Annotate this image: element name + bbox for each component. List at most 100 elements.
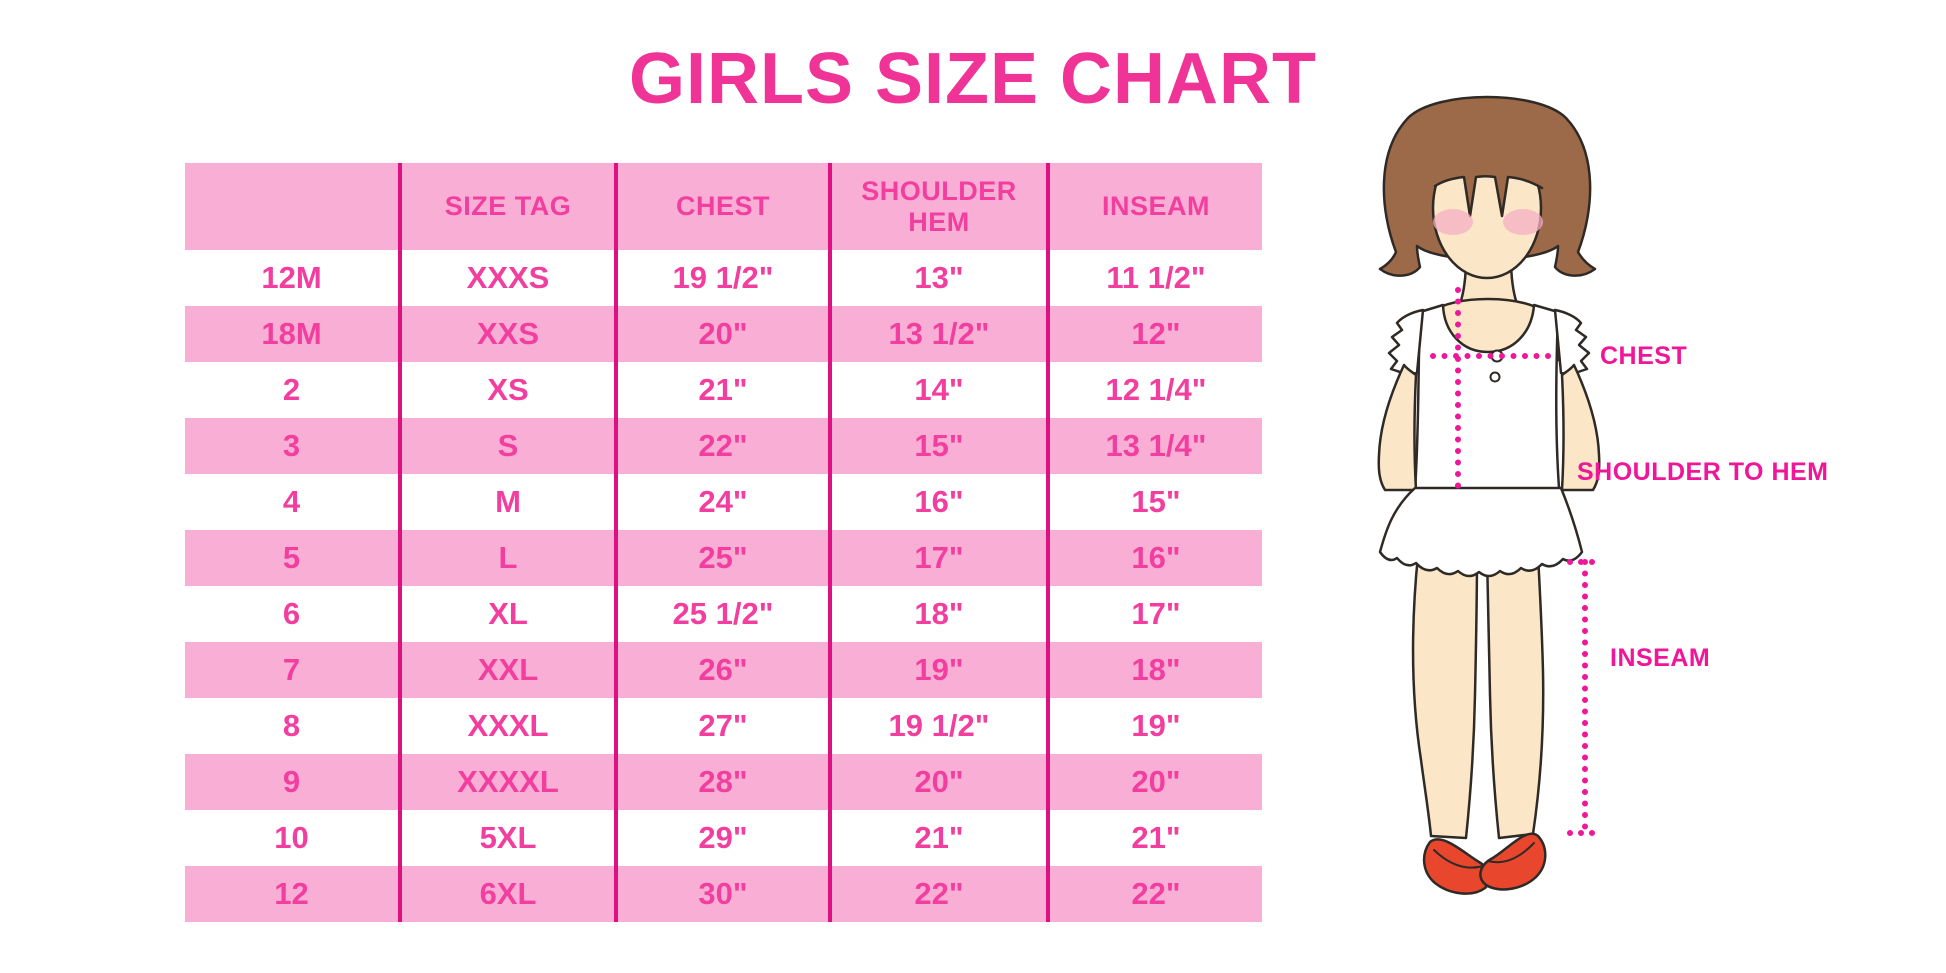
table-row: 2 XS 21" 14" 12 1/4" — [185, 362, 1262, 418]
cell-inseam: 16" — [1046, 530, 1262, 586]
bangs-edge — [1433, 175, 1544, 218]
column-header-chest: CHEST — [614, 163, 830, 250]
bangs — [1435, 122, 1542, 216]
size-table-header: SIZE TAG CHEST SHOULDER HEM INSEAM — [185, 163, 1262, 250]
size-table: SIZE TAG CHEST SHOULDER HEM INSEAM 12M X… — [185, 163, 1262, 922]
cell-shoulder-hem: 20" — [828, 754, 1048, 810]
table-row: 10 5XL 29" 21" 21" — [185, 810, 1262, 866]
table-row: 7 XXL 26" 19" 18" — [185, 642, 1262, 698]
cell-size-tag: XXXS — [398, 250, 616, 306]
cell-chest: 30" — [614, 866, 830, 922]
cell-size: 5 — [185, 530, 400, 586]
cell-chest: 26" — [614, 642, 830, 698]
cell-size-tag: L — [398, 530, 616, 586]
cell-shoulder-hem: 22" — [828, 866, 1048, 922]
cell-size: 6 — [282, 596, 301, 631]
cell-size: 7 — [185, 642, 400, 698]
cell-size-tag: M — [398, 474, 616, 530]
cell-size: 8 — [282, 708, 301, 743]
cell-size: 18M — [185, 306, 400, 362]
cell-shoulder-hem: 13 1/2" — [828, 306, 1048, 362]
table-row: 6 XL 25 1/2" 18" 17" — [185, 586, 1262, 642]
cell-shoulder-hem: 18" — [828, 586, 1048, 642]
cell-size: 4 — [282, 484, 301, 519]
cell-size-tag: XXXL — [398, 698, 616, 754]
table-row: 12 6XL 30" 22" 22" — [185, 866, 1262, 922]
size-table-body: 12M XXXS 19 1/2" 13" 11 1/2" 18M XXS 20"… — [185, 250, 1262, 922]
header-row: SIZE TAG CHEST SHOULDER HEM INSEAM — [185, 163, 1262, 250]
cell-inseam: 21" — [1046, 810, 1262, 866]
blush-left — [1433, 209, 1473, 235]
column-header-shoulder-hem: SHOULDER HEM — [828, 163, 1048, 250]
cell-shoulder-hem: 19 1/2" — [828, 698, 1048, 754]
column-header-blank — [185, 163, 400, 250]
cell-inseam: 20" — [1046, 754, 1262, 810]
cell-shoulder-hem: 14" — [828, 362, 1048, 418]
cell-inseam: 13 1/4" — [1046, 418, 1262, 474]
cell-chest: 21" — [614, 362, 830, 418]
shoe-left — [1422, 838, 1492, 895]
cell-shoulder-hem: 21" — [828, 810, 1048, 866]
cell-size-tag: XXS — [398, 306, 616, 362]
column-header-size-tag: SIZE TAG — [398, 163, 616, 250]
table-row: 8 XXXL 27" 19 1/2" 19" — [185, 698, 1262, 754]
cell-size: 9 — [185, 754, 400, 810]
dress-bodice — [1413, 303, 1561, 492]
ruffle-sleeve-left — [1387, 308, 1425, 375]
cell-size: 10 — [274, 820, 309, 855]
dress-skirt — [1378, 486, 1584, 578]
cell-chest: 20" — [614, 306, 830, 362]
table-row: 3 S 22" 15" 13 1/4" — [185, 418, 1262, 474]
chest-label: CHEST — [1600, 342, 1688, 370]
page-title: GIRLS SIZE CHART — [628, 39, 1317, 119]
cell-size-tag: 5XL — [398, 810, 616, 866]
blush-right — [1503, 209, 1543, 235]
cell-chest: 22" — [614, 418, 830, 474]
table-row: 18M XXS 20" 13 1/2" 12" — [185, 306, 1262, 362]
arm-left — [1377, 363, 1418, 492]
cell-size: 3 — [185, 418, 400, 474]
cell-chest: 19 1/2" — [614, 250, 830, 306]
ruffle-sleeve-right — [1553, 308, 1591, 375]
girl-illustration — [1377, 95, 1601, 895]
cell-size: 12M — [261, 260, 322, 295]
dress-button-bottom — [1489, 371, 1501, 383]
shoe-left-strap — [1433, 849, 1484, 869]
cell-size-tag: XS — [398, 362, 616, 418]
cell-inseam: 15" — [1046, 474, 1262, 530]
cell-chest: 25 1/2" — [614, 586, 830, 642]
shoe-right-strap — [1487, 842, 1535, 864]
table-row: 12M XXXS 19 1/2" 13" 11 1/2" — [185, 250, 1262, 306]
cell-inseam: 12" — [1046, 306, 1262, 362]
cell-shoulder-hem: 17" — [828, 530, 1048, 586]
cell-chest: 27" — [614, 698, 830, 754]
cell-shoulder-hem: 13" — [828, 250, 1048, 306]
table-row: 4 M 24" 16" 15" — [185, 474, 1262, 530]
cell-inseam: 11 1/2" — [1046, 250, 1262, 306]
cell-size-tag: XL — [398, 586, 616, 642]
cell-inseam: 17" — [1046, 586, 1262, 642]
column-header-inseam: INSEAM — [1046, 163, 1262, 250]
cell-chest: 28" — [614, 754, 830, 810]
cell-shoulder-hem: 19" — [828, 642, 1048, 698]
table-row: 5 L 25" 17" 16" — [185, 530, 1262, 586]
cell-size-tag: XXXXL — [398, 754, 616, 810]
shoulder-to-hem-label: SHOULDER TO HEM — [1577, 458, 1829, 486]
cell-chest: 29" — [614, 810, 830, 866]
cell-size-tag: 6XL — [398, 866, 616, 922]
cell-shoulder-hem: 15" — [828, 418, 1048, 474]
cell-inseam: 19" — [1046, 698, 1262, 754]
cell-chest: 25" — [614, 530, 830, 586]
cell-size: 2 — [282, 372, 301, 407]
cell-inseam: 18" — [1046, 642, 1262, 698]
table-row: 9 XXXXL 28" 20" 20" — [185, 754, 1262, 810]
cell-chest: 24" — [614, 474, 830, 530]
cell-inseam: 12 1/4" — [1046, 362, 1262, 418]
leg-right — [1485, 553, 1545, 840]
cell-size: 12 — [185, 866, 400, 922]
cell-size-tag: S — [398, 418, 616, 474]
cell-shoulder-hem: 16" — [828, 474, 1048, 530]
cell-size-tag: XXL — [398, 642, 616, 698]
cell-inseam: 22" — [1046, 866, 1262, 922]
